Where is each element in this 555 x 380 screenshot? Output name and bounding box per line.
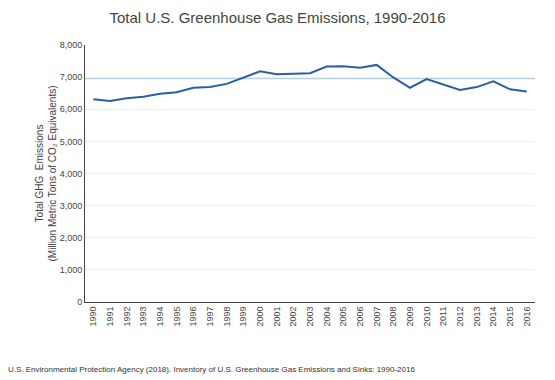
svg-text:1995: 1995 bbox=[172, 307, 182, 327]
svg-text:2011: 2011 bbox=[438, 307, 448, 326]
svg-text:2005: 2005 bbox=[338, 307, 348, 327]
svg-text:U.S. Environmental Protection: U.S. Environmental Protection Agency (20… bbox=[8, 365, 415, 374]
svg-text:2010: 2010 bbox=[422, 307, 432, 327]
svg-text:1998: 1998 bbox=[222, 307, 232, 327]
svg-text:1997: 1997 bbox=[205, 307, 215, 327]
svg-text:1996: 1996 bbox=[188, 307, 198, 327]
svg-text:7,000: 7,000 bbox=[60, 72, 83, 82]
svg-text:1991: 1991 bbox=[105, 307, 115, 327]
svg-text:2014: 2014 bbox=[488, 307, 498, 327]
svg-text:3,000: 3,000 bbox=[60, 201, 83, 211]
svg-text:2,000: 2,000 bbox=[60, 233, 83, 243]
svg-text:2009: 2009 bbox=[405, 307, 415, 327]
svg-text:2012: 2012 bbox=[455, 307, 465, 327]
svg-text:0: 0 bbox=[77, 297, 82, 307]
svg-text:2000: 2000 bbox=[255, 307, 265, 327]
svg-text:2007: 2007 bbox=[372, 307, 382, 327]
svg-text:2001: 2001 bbox=[272, 307, 282, 327]
svg-text:2013: 2013 bbox=[472, 307, 482, 327]
svg-text:6,000: 6,000 bbox=[60, 104, 83, 114]
svg-text:8,000: 8,000 bbox=[60, 40, 83, 50]
svg-text:2002: 2002 bbox=[288, 307, 298, 327]
svg-text:1993: 1993 bbox=[138, 307, 148, 327]
svg-text:1,000: 1,000 bbox=[60, 265, 83, 275]
svg-text:2003: 2003 bbox=[305, 307, 315, 327]
svg-text:2015: 2015 bbox=[505, 307, 515, 327]
svg-text:1994: 1994 bbox=[155, 307, 165, 327]
svg-text:Total U.S. Greenhouse Gas Emis: Total U.S. Greenhouse Gas Emissions, 199… bbox=[109, 9, 445, 26]
svg-text:2004: 2004 bbox=[322, 307, 332, 327]
svg-text:2016: 2016 bbox=[522, 307, 532, 327]
svg-text:4,000: 4,000 bbox=[60, 169, 83, 179]
svg-text:1990: 1990 bbox=[88, 307, 98, 327]
svg-text:1992: 1992 bbox=[122, 307, 132, 327]
svg-text:Total GHG Emissions(Million M: Total GHG Emissions(Million Metric Tons … bbox=[34, 86, 58, 262]
svg-text:2008: 2008 bbox=[388, 307, 398, 327]
svg-text:2006: 2006 bbox=[355, 307, 365, 327]
svg-text:5,000: 5,000 bbox=[60, 137, 83, 147]
svg-text:1999: 1999 bbox=[238, 307, 248, 327]
